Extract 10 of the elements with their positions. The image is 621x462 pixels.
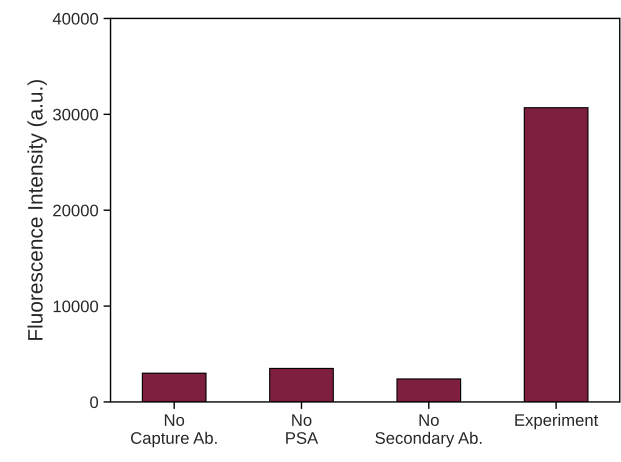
- y-tick-label: 30000: [53, 108, 98, 121]
- y-axis-title: Fluorescence Intensity (a.u.): [27, 80, 47, 340]
- x-tick-label: No Capture Ab.: [131, 414, 217, 448]
- y-tick-label: 20000: [53, 204, 98, 216]
- y-tick-label: 10000: [54, 300, 98, 312]
- y-tick-label: 0: [90, 396, 98, 408]
- x-tick-label: No PSA: [286, 414, 318, 444]
- x-tick-label: Experiment: [515, 414, 598, 430]
- y-tick-label: 40000: [52, 12, 98, 25]
- x-tick-label: No Secondary Ab.: [375, 414, 482, 448]
